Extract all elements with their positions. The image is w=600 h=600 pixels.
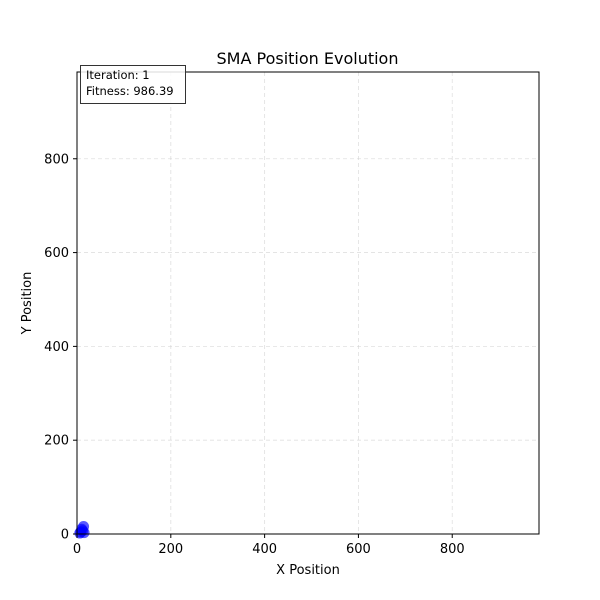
y-tick-label: 600 xyxy=(44,246,69,261)
x-axis-label: X Position xyxy=(276,563,340,578)
chart-title: SMA Position Evolution xyxy=(217,49,399,68)
x-tick-label: 200 xyxy=(158,542,183,557)
x-tick-label: 0 xyxy=(73,542,81,557)
y-tick-label: 0 xyxy=(61,528,69,543)
y-tick-label: 400 xyxy=(44,340,69,355)
x-tick-label: 400 xyxy=(252,542,277,557)
fitness-text: Fitness: 986.39 xyxy=(86,84,174,98)
y-axis-ticks: 0 200 400 600 800 xyxy=(44,152,77,543)
y-tick-label: 800 xyxy=(44,152,69,167)
annotation-box: Iteration: 1 Fitness: 986.39 xyxy=(80,65,186,104)
plot-frame xyxy=(76,71,540,535)
x-axis-ticks: 0 200 400 600 800 xyxy=(73,534,465,557)
iteration-text: Iteration: 1 xyxy=(86,68,150,82)
x-tick-label: 600 xyxy=(346,542,371,557)
x-tick-label: 800 xyxy=(440,542,465,557)
agent-point xyxy=(74,527,86,539)
annotation-frame xyxy=(80,65,186,104)
y-tick-label: 200 xyxy=(44,434,69,449)
y-axis-label: Y Position xyxy=(20,272,35,336)
